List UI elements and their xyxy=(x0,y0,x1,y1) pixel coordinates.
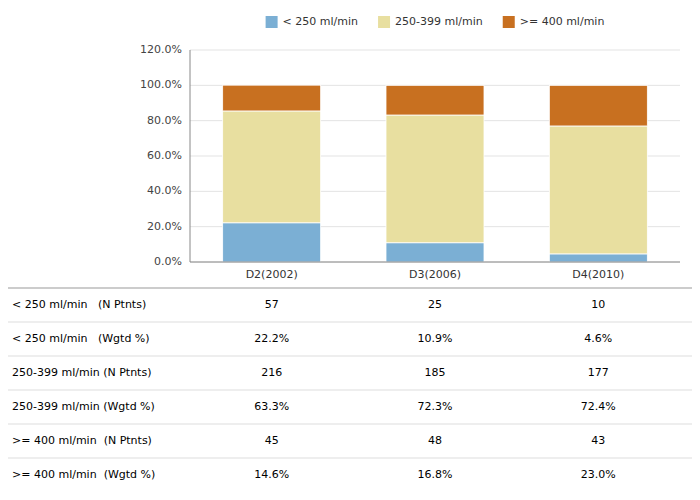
table-cell: 216 xyxy=(261,366,282,379)
legend-item: >= 400 ml/min xyxy=(503,15,605,28)
y-tick-label: 0.0% xyxy=(154,255,182,268)
table: < 250 ml/min (N Ptnts) 57 25 10 < 250 ml/min… xyxy=(8,288,692,481)
y-tick-label: 100.0% xyxy=(140,78,182,91)
chart: 0.0% 20.0% 40.0% 60.0% 80.0% 100.0% 120.0% D2(2… xyxy=(0,0,700,500)
legend-swatch xyxy=(503,16,515,28)
y-axis-line xyxy=(190,50,191,262)
table-cell: 72.3% xyxy=(418,400,453,413)
table-cell: 57 xyxy=(265,298,279,311)
table-separator xyxy=(8,424,692,425)
legend: < 250 ml/min 250-399 ml/min >= 400 ml/min xyxy=(266,15,605,28)
bar-segment xyxy=(223,223,321,262)
y-tick-label: 60.0% xyxy=(147,149,182,162)
x-tick-label: D4(2010) xyxy=(572,268,624,281)
table-cell: 25 xyxy=(428,298,442,311)
table-separator xyxy=(8,390,692,391)
legend-item: 250-399 ml/min xyxy=(378,15,483,28)
legend-label: >= 400 ml/min xyxy=(520,15,605,28)
bar-segment xyxy=(386,243,484,262)
table-cell: 63.3% xyxy=(254,400,289,413)
table-cell: 4.6% xyxy=(584,332,612,345)
x-axis: D2(2002) D3(2006) D4(2010) xyxy=(246,268,625,281)
x-axis-line xyxy=(190,262,680,263)
bar-segment xyxy=(386,85,484,115)
y-axis: 0.0% 20.0% 40.0% 60.0% 80.0% 100.0% 120.0% xyxy=(140,43,182,268)
y-tick-label: 120.0% xyxy=(140,43,182,56)
table-cell: 16.8% xyxy=(418,468,453,481)
table-cell: 177 xyxy=(588,366,609,379)
table-cell: 43 xyxy=(591,434,605,447)
table-cell: 72.4% xyxy=(581,400,616,413)
bar-segment xyxy=(549,254,647,262)
bar-segment xyxy=(223,85,321,111)
grid-line xyxy=(190,262,680,263)
table-separator xyxy=(8,458,692,459)
table-row-label: >= 400 ml/min (Wgtd %) xyxy=(12,468,155,481)
bars xyxy=(223,85,648,262)
y-tick-label: 20.0% xyxy=(147,220,182,233)
y-tick-label: 80.0% xyxy=(147,114,182,127)
legend-swatch xyxy=(266,16,278,28)
table-separator xyxy=(8,322,692,323)
grid xyxy=(190,50,680,262)
x-tick-label: D2(2002) xyxy=(246,268,298,281)
legend-item: < 250 ml/min xyxy=(266,15,358,28)
table-cell: 48 xyxy=(428,434,442,447)
table-cell: 45 xyxy=(265,434,279,447)
table-row-label: < 250 ml/min (N Ptnts) xyxy=(12,298,146,311)
bar-segment xyxy=(223,111,321,223)
table-cell: 185 xyxy=(425,366,446,379)
table-cell: 10.9% xyxy=(418,332,453,345)
legend-swatch xyxy=(378,16,390,28)
table-row-label: >= 400 ml/min (N Ptnts) xyxy=(12,434,152,447)
table-separator xyxy=(8,356,692,357)
legend-label: 250-399 ml/min xyxy=(395,15,483,28)
table-border xyxy=(8,288,692,289)
bar-segment xyxy=(549,85,647,126)
legend-label: < 250 ml/min xyxy=(283,15,358,28)
table-cell: 23.0% xyxy=(581,468,616,481)
table-row-label: 250-399 ml/min (N Ptnts) xyxy=(12,366,151,379)
x-tick-label: D3(2006) xyxy=(409,268,461,281)
table-row-label: < 250 ml/min (Wgtd %) xyxy=(12,332,150,345)
bar-segment xyxy=(549,126,647,254)
grid-line xyxy=(190,50,680,51)
table-cell: 22.2% xyxy=(254,332,289,345)
bar-segment xyxy=(386,115,484,243)
y-tick-label: 40.0% xyxy=(147,184,182,197)
table-row-label: 250-399 ml/min (Wgtd %) xyxy=(12,400,155,413)
table-cell: 14.6% xyxy=(254,468,289,481)
table-cell: 10 xyxy=(591,298,605,311)
